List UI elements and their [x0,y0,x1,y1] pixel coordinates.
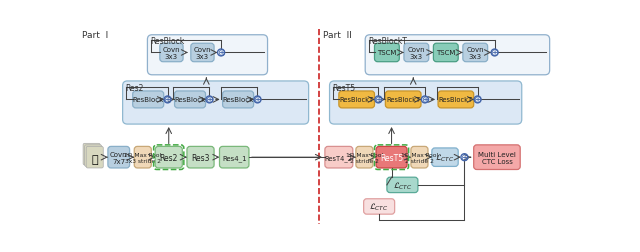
Text: ⊕: ⊕ [421,95,429,105]
Text: ResBlockT: ResBlockT [439,97,473,103]
FancyBboxPatch shape [365,36,550,76]
Text: ⊕: ⊕ [474,95,482,105]
Text: Covn
3x3: Covn 3x3 [163,47,180,60]
Text: $\mathcal{L}_{CTC}$: $\mathcal{L}_{CTC}$ [369,201,389,212]
Text: Res3: Res3 [191,153,210,162]
Text: ⊕: ⊕ [491,48,499,58]
Text: Covn
3x3: Covn 3x3 [408,47,425,60]
Text: Covn
3x3: Covn 3x3 [194,47,211,60]
Text: ⊕: ⊕ [217,48,225,58]
FancyBboxPatch shape [223,91,253,108]
FancyBboxPatch shape [83,144,100,165]
FancyBboxPatch shape [86,147,103,168]
FancyBboxPatch shape [438,91,474,108]
Text: ResBlock: ResBlock [223,97,253,103]
Text: Res2: Res2 [125,83,144,92]
Text: $\mathcal{L}_{CTC}$: $\mathcal{L}_{CTC}$ [435,152,455,163]
FancyBboxPatch shape [463,44,488,62]
Text: 👤: 👤 [92,154,98,164]
Text: ⊕: ⊕ [374,95,383,105]
FancyBboxPatch shape [374,44,399,62]
FancyBboxPatch shape [356,147,373,168]
Text: ResBlockT: ResBlockT [340,97,374,103]
FancyBboxPatch shape [155,147,182,168]
FancyBboxPatch shape [432,148,458,167]
FancyBboxPatch shape [123,82,308,124]
Text: ResT5: ResT5 [333,83,356,92]
Text: ⊕: ⊕ [253,95,262,105]
FancyBboxPatch shape [339,91,374,108]
Text: ResBlock: ResBlock [132,97,164,103]
FancyBboxPatch shape [376,147,407,168]
FancyBboxPatch shape [385,91,421,108]
FancyBboxPatch shape [187,147,214,168]
Text: ResBlock: ResBlock [175,97,205,103]
Text: ⊕: ⊕ [205,95,214,105]
Text: 1D Max Pool
2 stride 2: 1D Max Pool 2 stride 2 [346,152,383,163]
FancyBboxPatch shape [330,82,522,124]
FancyBboxPatch shape [474,145,520,170]
FancyBboxPatch shape [411,147,428,168]
Text: Part  II: Part II [323,31,351,40]
FancyBboxPatch shape [175,91,205,108]
FancyBboxPatch shape [191,44,214,62]
FancyBboxPatch shape [364,199,395,214]
FancyBboxPatch shape [134,147,151,168]
Text: TSCM: TSCM [436,50,456,56]
FancyBboxPatch shape [160,44,183,62]
Text: Covn
3x3: Covn 3x3 [467,47,484,60]
Text: ResBlockT: ResBlockT [386,97,420,103]
Text: ResBlock: ResBlock [150,37,185,46]
FancyBboxPatch shape [387,177,418,193]
FancyBboxPatch shape [404,44,429,62]
Text: Covn
7x7: Covn 7x7 [110,151,127,164]
Text: $\mathcal{L}_{CTC}$: $\mathcal{L}_{CTC}$ [392,179,412,191]
Text: ResBlockT: ResBlockT [368,37,407,46]
FancyBboxPatch shape [84,145,102,167]
Text: Part  I: Part I [83,31,109,40]
Text: 2D Max Pool
3x3 stride 2: 2D Max Pool 3x3 stride 2 [124,152,161,163]
FancyBboxPatch shape [108,147,129,168]
FancyBboxPatch shape [220,147,249,168]
Text: ResT4_2: ResT4_2 [325,154,353,161]
FancyBboxPatch shape [147,36,268,76]
Text: ⊕: ⊕ [460,152,468,163]
FancyBboxPatch shape [433,44,458,62]
Text: Multi Level
CTC Loss: Multi Level CTC Loss [478,151,516,164]
Text: ResT5: ResT5 [380,153,403,162]
FancyBboxPatch shape [325,147,353,168]
Text: 1D Max Pool
2 stride 2: 1D Max Pool 2 stride 2 [401,152,438,163]
Text: ⊕: ⊕ [163,95,172,105]
Text: Res4_1: Res4_1 [222,154,246,161]
Text: TSCM: TSCM [377,50,397,56]
Text: Res2: Res2 [159,153,178,162]
FancyBboxPatch shape [132,91,164,108]
